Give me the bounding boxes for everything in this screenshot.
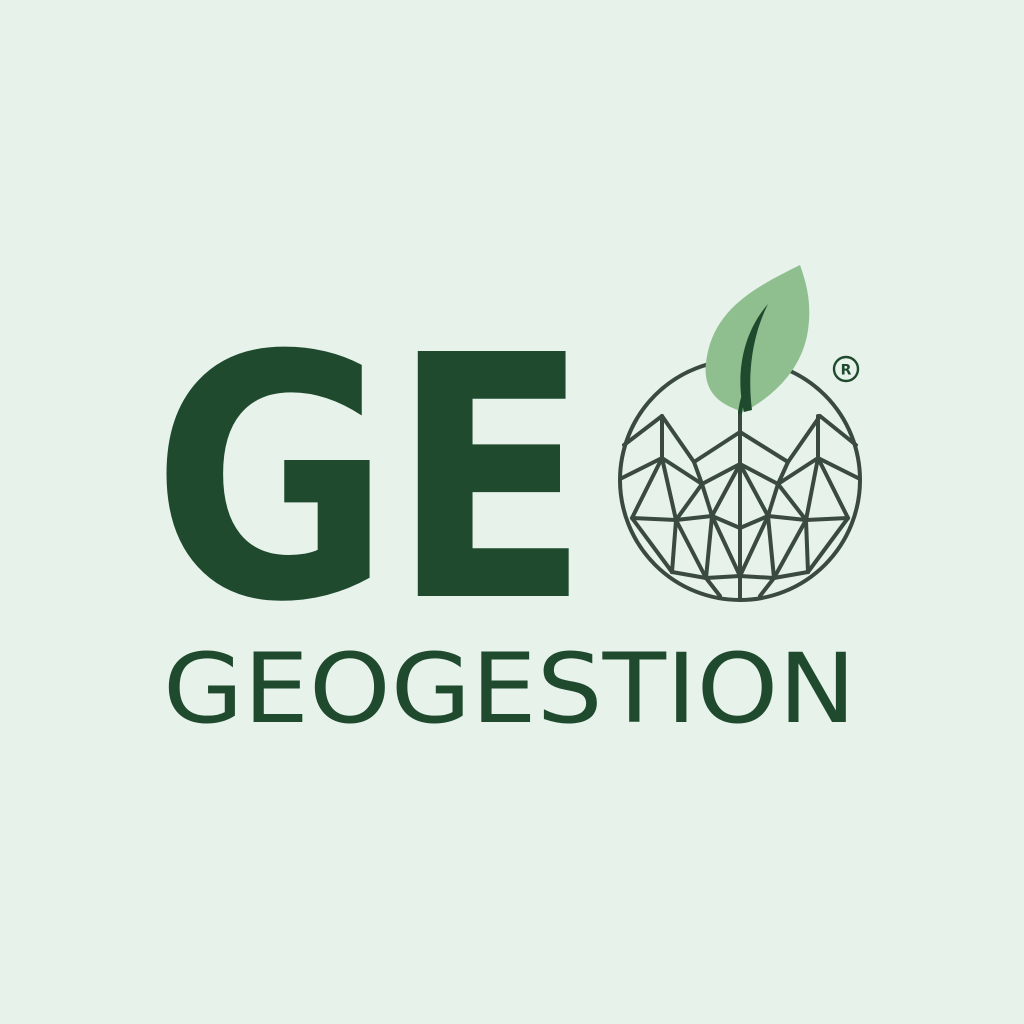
registered-trademark-icon: R [834, 357, 858, 381]
logo-mark-text: GE [152, 285, 590, 676]
leaf-icon [706, 265, 810, 414]
registered-letter: R [841, 363, 852, 379]
logo-wordmark: GEOGESTION [163, 633, 856, 745]
